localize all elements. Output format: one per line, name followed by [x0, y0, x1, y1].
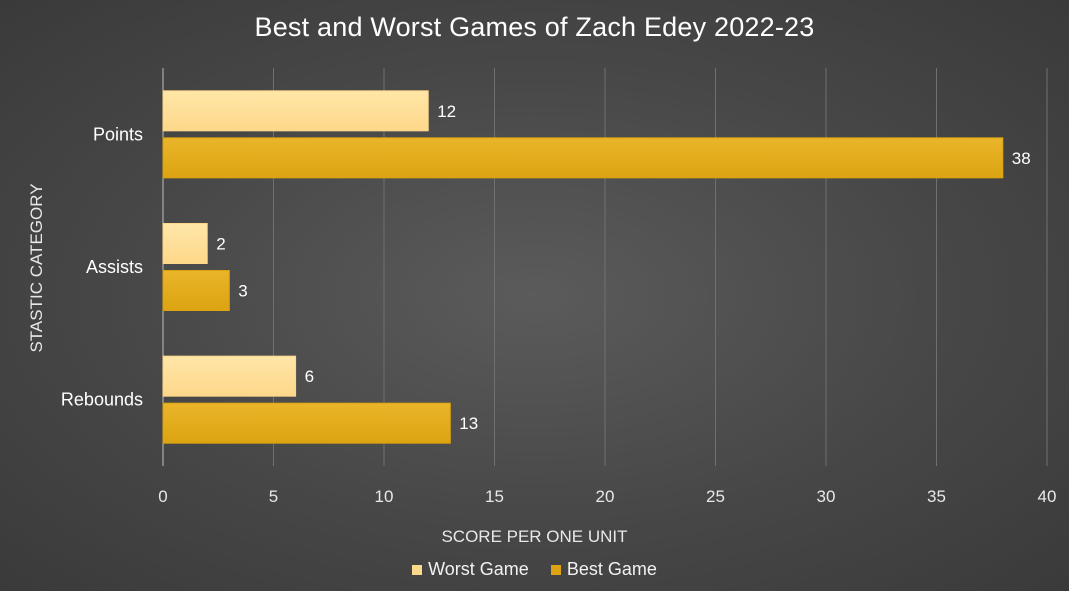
data-label-points-worst-game: 12 — [437, 102, 456, 121]
x-tick-label-0: 0 — [158, 487, 167, 506]
bar-points-worst-game — [162, 90, 429, 132]
bar-points-best-game — [162, 137, 1004, 179]
y-tick-label-assists: Assists — [86, 257, 143, 277]
x-tick-label-10: 10 — [375, 487, 394, 506]
bar-rebounds-best-game — [162, 402, 451, 444]
x-tick-label-40: 40 — [1038, 487, 1057, 506]
x-tick-label-35: 35 — [927, 487, 946, 506]
y-tick-label-points: Points — [93, 124, 143, 144]
chart-title: Best and Worst Games of Zach Edey 2022-2… — [254, 12, 815, 42]
legend-item-best-game: Best Game — [550, 559, 657, 580]
x-tick-label-25: 25 — [706, 487, 725, 506]
data-labels: 12 38 2 3 6 13 — [216, 102, 1031, 433]
bar-assists-worst-game — [162, 223, 208, 264]
legend-swatch-best-game — [550, 564, 561, 575]
legend-item-worst-game: Worst Game — [412, 559, 529, 580]
bars — [162, 90, 1004, 444]
y-axis-title: STASTIC CATEGORY — [27, 183, 46, 353]
x-tick-label-15: 15 — [485, 487, 504, 506]
legend: Worst Game Best Game — [0, 559, 1069, 580]
data-label-rebounds-worst-game: 6 — [305, 367, 314, 386]
data-label-assists-worst-game: 2 — [216, 235, 225, 254]
x-tick-label-20: 20 — [596, 487, 615, 506]
y-tick-label-rebounds: Rebounds — [61, 390, 143, 410]
legend-label-best-game: Best Game — [566, 559, 657, 579]
tick-labels: 0 5 10 15 20 25 30 35 40 Points Assists Rebounds — [61, 124, 1057, 506]
x-tick-label-5: 5 — [269, 487, 278, 506]
data-label-rebounds-best-game: 13 — [459, 414, 478, 433]
x-axis-title: SCORE PER ONE UNIT — [441, 527, 628, 546]
x-tick-label-30: 30 — [817, 487, 836, 506]
data-label-points-best-game: 38 — [1012, 149, 1031, 168]
gridlines — [162, 68, 1048, 466]
legend-swatch-worst-game — [412, 564, 423, 575]
legend-label-worst-game: Worst Game — [428, 559, 529, 579]
bar-assists-best-game — [162, 270, 230, 311]
bar-rebounds-worst-game — [162, 355, 297, 397]
data-label-assists-best-game: 3 — [238, 282, 247, 301]
